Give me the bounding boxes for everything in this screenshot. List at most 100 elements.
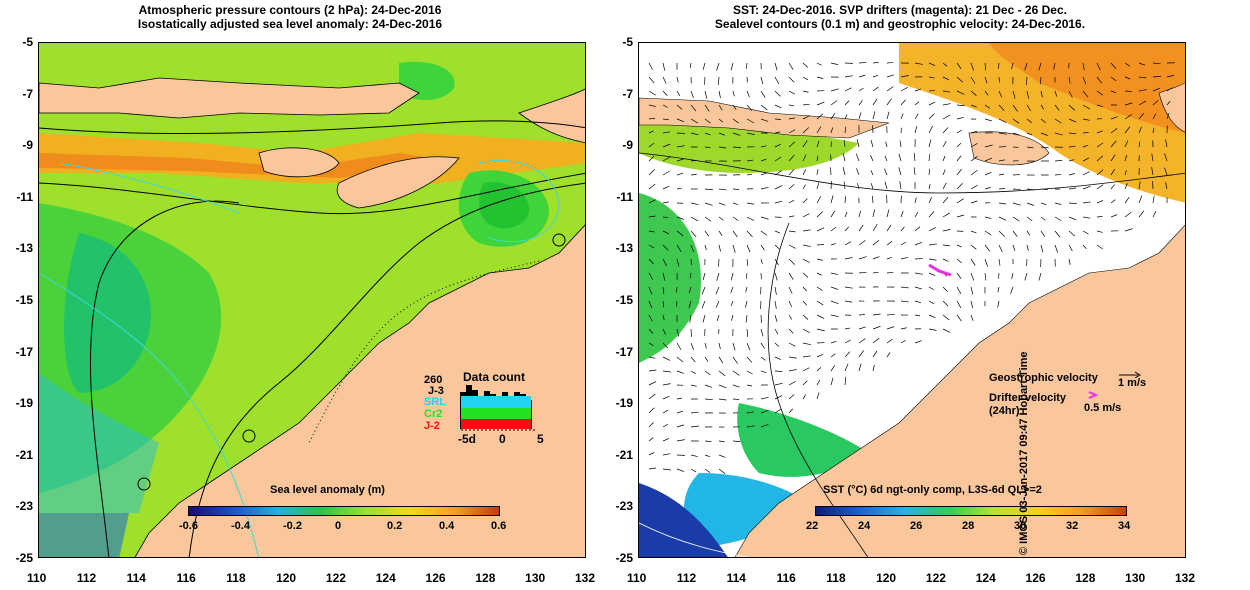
right-y-tick-label: -13: [615, 241, 633, 256]
velocity-vector: [648, 142, 655, 148]
velocity-vector: [1068, 173, 1075, 176]
velocity-vector: [1096, 76, 1102, 84]
velocity-vector: [885, 141, 888, 148]
right-x-tick-label: 118: [826, 571, 846, 585]
geostrophic-velocity-vectors: [648, 61, 1175, 474]
velocity-vector: [1026, 118, 1032, 123]
velocity-vector: [1068, 90, 1073, 98]
velocity-vector: [788, 215, 795, 218]
velocity-vector: [802, 62, 809, 68]
velocity-vector: [718, 384, 727, 389]
velocity-vector: [914, 197, 917, 204]
velocity-vector: [662, 118, 669, 121]
velocity-vector: [1040, 244, 1044, 253]
sst-colorbar-tick-label: 26: [910, 520, 923, 532]
velocity-vector: [830, 226, 837, 232]
velocity-vector: [844, 211, 848, 218]
velocity-vector: [970, 130, 978, 134]
velocity-vector: [998, 244, 1003, 253]
velocity-vector: [816, 258, 823, 261]
velocity-vector: [718, 118, 724, 123]
velocity-vector: [676, 356, 684, 363]
velocity-vector: [662, 216, 669, 218]
velocity-vector: [1026, 146, 1034, 149]
velocity-vector: [648, 230, 655, 233]
velocity-vector: [774, 258, 779, 266]
velocity-vector: [1096, 104, 1103, 108]
velocity-vector: [816, 272, 822, 276]
velocity-vector: [730, 272, 734, 281]
velocity-vector: [717, 76, 720, 85]
velocity-vector: [774, 370, 783, 372]
velocity-vector: [648, 342, 654, 347]
velocity-legend: Geostrophic velocity 1 m/s Drifter veloc…: [985, 368, 1185, 428]
velocity-vector: [648, 452, 655, 456]
velocity-vector: [928, 113, 935, 120]
velocity-vector: [1138, 100, 1147, 106]
left-y-tick-label: -23: [15, 499, 33, 514]
velocity-vector: [942, 141, 947, 148]
velocity-vector: [802, 76, 809, 81]
left-y-tick-label: -19: [15, 396, 33, 411]
velocity-vector: [1138, 89, 1147, 92]
velocity-vector: [718, 90, 721, 99]
sst-map: [638, 42, 1186, 558]
velocity-vector: [858, 74, 866, 78]
velocity-vector: [788, 272, 794, 280]
velocity-vector: [942, 286, 948, 292]
velocity-vector: [1054, 90, 1058, 97]
velocity-vector: [928, 300, 935, 305]
left-x-tick-label: 110: [27, 571, 47, 585]
velocity-vector: [844, 377, 847, 386]
velocity-vector: [1166, 74, 1175, 78]
velocity-vector: [788, 300, 793, 307]
velocity-vector: [690, 411, 699, 414]
velocity-vector: [1026, 230, 1031, 236]
velocity-vector: [676, 244, 682, 252]
velocity-vector: [1068, 145, 1076, 148]
velocity-vector: [872, 86, 879, 92]
series-srl-label: SRL: [424, 396, 446, 408]
velocity-vector: [788, 129, 796, 134]
right-y-tick-label: -7: [622, 86, 633, 101]
velocity-vector: [746, 384, 753, 387]
velocity-vector: [928, 183, 931, 190]
velocity-vector: [942, 229, 951, 232]
velocity-vector: [730, 286, 734, 294]
velocity-vector: [704, 440, 712, 443]
velocity-vector: [997, 300, 1000, 308]
velocity-vector: [760, 104, 768, 111]
velocity-vector: [886, 74, 895, 78]
velocity-vector: [998, 76, 1000, 83]
velocity-vector: [1012, 118, 1020, 124]
velocity-vector: [648, 422, 654, 428]
velocity-vector: [942, 103, 951, 106]
velocity-vector: [1124, 154, 1128, 162]
left-y-tick-label: -25: [15, 551, 33, 565]
velocity-vector: [662, 272, 666, 281]
velocity-vector: [872, 111, 876, 120]
velocity-vector: [816, 62, 822, 66]
velocity-vector: [718, 342, 721, 350]
sla-colorbar-tick-label: 0.4: [439, 520, 455, 532]
velocity-vector: [942, 328, 951, 333]
velocity-vector: [970, 200, 978, 204]
velocity-vector: [760, 396, 769, 400]
velocity-vector: [886, 111, 890, 120]
velocity-vector: [942, 90, 951, 93]
velocity-vector: [648, 130, 654, 134]
velocity-vector: [984, 230, 992, 236]
velocity-vector: [1024, 62, 1028, 71]
velocity-vector: [662, 230, 670, 235]
velocity-vector: [1164, 167, 1168, 176]
velocity-vector: [1011, 272, 1014, 280]
velocity-vector: [956, 258, 962, 264]
series-cr2-label: Cr2: [424, 408, 443, 420]
velocity-vector: [872, 98, 878, 106]
velocity-vector: [648, 155, 655, 162]
velocity-vector: [928, 125, 933, 134]
velocity-vector: [760, 90, 766, 98]
velocity-vector: [1096, 142, 1104, 148]
velocity-vector: [774, 118, 782, 120]
left-y-tick-label: -5: [22, 35, 33, 49]
